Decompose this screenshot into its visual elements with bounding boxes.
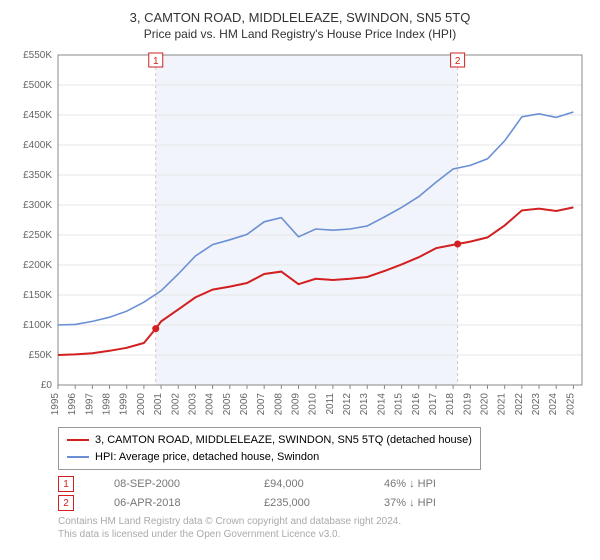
svg-text:2016: 2016 [411,393,422,416]
marker-badge: 1 [58,476,74,492]
svg-text:1995: 1995 [50,393,61,416]
svg-text:2025: 2025 [565,393,576,416]
page-title: 3, CAMTON ROAD, MIDDLELEAZE, SWINDON, SN… [12,10,588,25]
svg-text:2007: 2007 [256,393,267,416]
svg-text:2012: 2012 [342,393,353,416]
footer: Contains HM Land Registry data © Crown c… [58,515,588,541]
svg-text:1: 1 [153,56,159,67]
svg-text:2020: 2020 [480,393,491,416]
price-chart: £0 £50K £100K £150K £200K £250K £300K £350K £400… [12,49,588,419]
svg-text:2010: 2010 [308,393,319,416]
page-subtitle: Price paid vs. HM Land Registry's House … [12,27,588,41]
legend: 3, CAMTON ROAD, MIDDLELEAZE, SWINDON, SN… [58,427,481,470]
marker-badge: 2 [58,495,74,511]
svg-text:2008: 2008 [273,393,284,416]
svg-text:2022: 2022 [514,393,525,416]
svg-text:2015: 2015 [394,393,405,416]
marker-date: 08-SEP-2000 [114,478,224,490]
svg-text:2018: 2018 [445,393,456,416]
svg-text:2006: 2006 [239,393,250,416]
svg-text:2009: 2009 [291,393,302,416]
marker-row: 1 08-SEP-2000 £94,000 46% ↓ HPI [58,476,588,492]
marker-delta: 37% ↓ HPI [384,497,436,509]
svg-text:1998: 1998 [102,393,113,416]
legend-label: 3, CAMTON ROAD, MIDDLELEAZE, SWINDON, SN… [95,432,472,449]
legend-swatch [67,456,89,458]
svg-text:£200K: £200K [23,260,52,271]
marker-row: 2 06-APR-2018 £235,000 37% ↓ HPI [58,495,588,511]
svg-text:2021: 2021 [497,393,508,416]
svg-text:£150K: £150K [23,290,52,301]
svg-text:1996: 1996 [67,393,78,416]
svg-text:£500K: £500K [23,80,52,91]
legend-item: 3, CAMTON ROAD, MIDDLELEAZE, SWINDON, SN… [67,432,472,449]
footer-line2: This data is licensed under the Open Gov… [58,528,588,541]
marker-price: £235,000 [264,497,344,509]
svg-text:£0: £0 [41,380,53,391]
svg-text:2002: 2002 [170,393,181,416]
svg-text:£350K: £350K [23,170,52,181]
svg-text:£300K: £300K [23,200,52,211]
svg-text:£550K: £550K [23,50,52,61]
svg-text:2000: 2000 [136,393,147,416]
marker-table: 1 08-SEP-2000 £94,000 46% ↓ HPI 2 06-APR-2018… [58,476,588,511]
svg-text:2013: 2013 [359,393,370,416]
svg-text:2019: 2019 [462,393,473,416]
footer-line1: Contains HM Land Registry data © Crown c… [58,515,588,528]
svg-text:1997: 1997 [84,393,95,416]
svg-text:2024: 2024 [548,393,559,416]
svg-text:2023: 2023 [531,393,542,416]
svg-text:2014: 2014 [376,393,387,416]
svg-text:2003: 2003 [187,393,198,416]
svg-text:£50K: £50K [29,350,53,361]
svg-text:1999: 1999 [119,393,130,416]
svg-text:£250K: £250K [23,230,52,241]
svg-text:2005: 2005 [222,393,233,416]
svg-text:2004: 2004 [205,393,216,416]
svg-text:2011: 2011 [325,393,336,415]
svg-text:£100K: £100K [23,320,52,331]
svg-text:£400K: £400K [23,140,52,151]
marker-date: 06-APR-2018 [114,497,224,509]
svg-text:£450K: £450K [23,110,52,121]
marker-price: £94,000 [264,478,344,490]
marker-delta: 46% ↓ HPI [384,478,436,490]
legend-swatch [67,439,89,441]
svg-text:2017: 2017 [428,393,439,416]
svg-text:2: 2 [455,56,461,67]
legend-item: HPI: Average price, detached house, Swin… [67,449,472,466]
svg-text:2001: 2001 [153,393,164,416]
legend-label: HPI: Average price, detached house, Swin… [95,449,319,466]
